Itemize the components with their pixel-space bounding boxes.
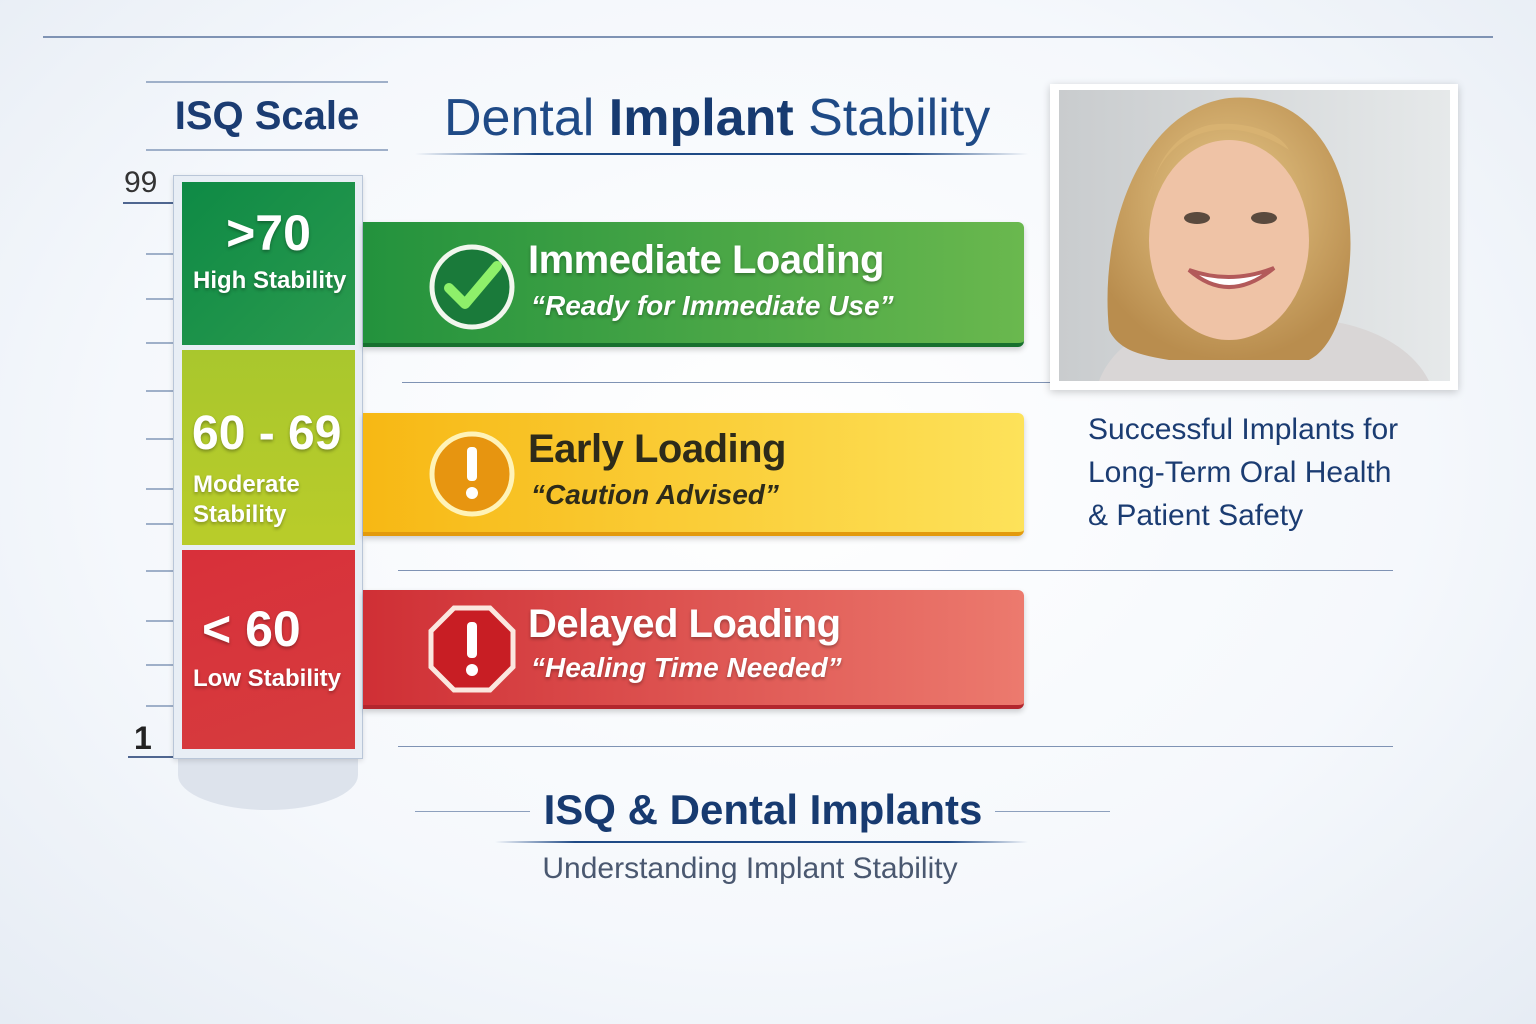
segment-range: >70 [226,205,311,261]
loading-bar-immediate: Immediate Loading “Ready for Immediate U… [363,222,1024,347]
scale-tick [146,438,173,440]
scale-segment-moderate: 60 - 69 Moderate Stability [182,350,355,545]
exclamation-circle-icon [429,431,515,517]
scale-tick [146,620,173,622]
loading-bar-early: Early Loading “Caution Advised” [363,413,1024,536]
stop-sign-icon [428,605,516,693]
scale-tick [146,523,173,525]
scale-tick [146,664,173,666]
scale-tick [146,253,173,255]
patient-photo-frame [1050,84,1458,390]
scale-tick [146,570,173,572]
separator [398,570,1393,571]
footer-line-left [415,811,530,812]
footer-underline [495,841,1028,843]
title-underline [415,153,1028,155]
separator [402,382,1050,383]
photo-caption: Successful Implants for Long-Term Oral H… [1088,408,1398,537]
segment-label-line2: Stability [193,501,287,528]
loading-title: Immediate Loading [528,238,885,282]
loading-bar-delayed: Delayed Loading “Healing Time Needed” [363,590,1024,709]
segment-label: Low Stability [193,665,342,692]
scale-tick [146,488,173,490]
segment-range: 60 - 69 [192,407,342,460]
title-pre: Dental [444,89,609,147]
page-title: Dental Implant Stability [444,88,990,148]
loading-title: Delayed Loading [528,602,841,646]
patient-photo [1059,90,1450,381]
scale-segment-high: >70 High Stability [182,182,355,345]
scale-tick [146,342,173,344]
segment-label-line1: Moderate [193,471,300,498]
title-post: Stability [793,89,991,147]
scale-tick [146,298,173,300]
scale-tick [146,390,173,392]
scale-max-line [123,202,173,204]
caption-line: & Patient Safety [1088,499,1304,532]
footer-subtitle: Understanding Implant Stability [542,852,958,885]
scale-min-label: 1 [134,720,152,756]
scale-tick [146,705,173,707]
loading-title: Early Loading [528,427,787,471]
separator [398,746,1393,747]
loading-subtitle: “Caution Advised” [531,479,779,510]
scale-min-line [128,756,173,758]
footer-line-right [995,811,1110,812]
scale-segment-low: < 60 Low Stability [182,550,355,749]
top-divider [43,36,1493,38]
caption-line: Long-Term Oral Health [1088,456,1392,489]
scale-title-line-top [146,81,388,83]
title-bold: Implant [608,89,794,147]
loading-subtitle: “Ready for Immediate Use” [531,290,894,321]
check-circle-icon [429,244,515,330]
scale-title-line-bottom [146,149,388,151]
scale-max-label: 99 [124,166,158,199]
footer-title: ISQ & Dental Implants [543,786,983,833]
segment-range: < 60 [202,601,301,657]
segment-label: High Stability [193,267,347,294]
loading-subtitle: “Healing Time Needed” [531,652,842,683]
caption-line: Successful Implants for [1088,413,1399,446]
scale-title: ISQ Scale [174,94,360,138]
